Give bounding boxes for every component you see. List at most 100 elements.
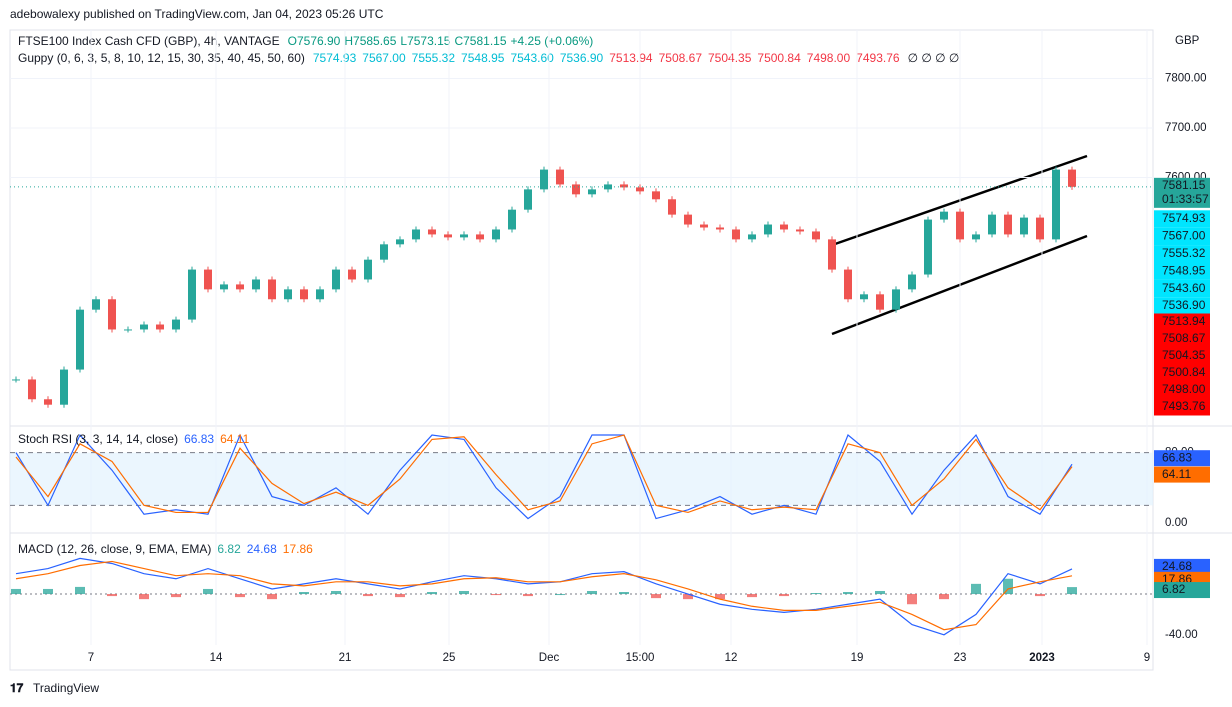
legend-value: 64.11 [220,432,249,446]
histogram-bar [587,590,597,595]
guppy-slow-badge-bg [1154,330,1210,348]
guppy-fast-badge: 7567.00 [1162,229,1206,243]
ohlc-open: O7576.90 [288,34,341,48]
series-badge-bg [1154,558,1210,575]
histogram-bar [491,594,501,596]
candle [476,234,484,240]
candle [236,284,244,290]
symbol-legend: FTSE100 Index Cash CFD (GBP), 4h, VANTAG… [18,34,593,48]
guppy-fast-value: 7548.95 [461,51,505,65]
candle [604,184,612,190]
histogram-bar [683,594,693,600]
candle [412,229,420,240]
candle [572,184,580,195]
legend-value: 17.86 [283,542,313,556]
guppy-fast-badge-bg [1154,297,1210,315]
candle [892,289,900,310]
ohlc-close: C7581.15 [454,34,506,48]
histogram-bar [875,590,885,595]
guppy-slow-badge: 7504.35 [1162,348,1206,362]
guppy-slow-badge-bg [1154,381,1210,399]
candle [204,269,212,290]
candle [764,224,772,235]
guppy-slow-badge: 7500.84 [1162,365,1206,379]
candle [252,279,260,290]
guppy-fast-badge: 7555.32 [1162,246,1206,260]
guppy-fast-badge: 7574.93 [1162,211,1206,225]
guppy-fast-value: 7567.00 [362,51,406,65]
guppy-fast-badge: 7548.95 [1162,263,1206,277]
logo-mark: 𝟏𝟕 [10,681,24,695]
guppy-fast-value: 7574.93 [313,51,357,65]
histogram-bar [427,592,437,595]
histogram-bar [75,586,85,595]
guppy-fast-badge: 7536.90 [1162,298,1206,312]
x-tick-label: 25 [443,652,456,664]
x-tick-label: 9 [1144,652,1150,664]
series-badge-bg [1154,466,1210,483]
y-tick-label: 0.00 [1165,517,1187,529]
candle [732,229,740,240]
candle [348,269,356,280]
candle [92,299,100,310]
candle [988,214,996,235]
histogram-badge-bg [1154,582,1210,599]
candle [460,234,468,238]
candle [812,231,820,240]
candle [1052,169,1060,240]
candle [172,319,180,330]
candle [796,229,804,232]
candle [780,224,788,230]
histogram-bar [939,594,949,600]
histogram-bar [715,594,725,600]
candle [300,289,308,300]
candle [188,269,196,320]
guppy-slow-badge: 7493.76 [1162,399,1206,413]
histogram-bar [523,594,533,597]
candle [1036,217,1044,240]
x-tick-label: Dec [539,652,560,664]
candle [684,214,692,225]
x-tick-label: 12 [725,652,738,664]
candle [540,169,548,190]
series-badge-bg [1154,450,1210,467]
candle [140,324,148,330]
candle [12,379,20,381]
pane-title: Stoch RSI (3, 3, 14, 14, close) [18,432,178,446]
candle [284,289,292,300]
guppy-slow-value: 7500.84 [757,51,801,65]
candle [908,274,916,290]
pane-legend: MACD (12, 26, close, 9, EMA, EMA) 6.82 24.… [18,542,313,556]
histogram-bar [11,588,21,595]
series-badge: 64.11 [1162,467,1191,481]
x-tick-label: 2023 [1029,652,1055,664]
legend-value: 66.83 [184,432,214,446]
guppy-fast-value: 7543.60 [510,51,554,65]
guppy-slow-badge-bg [1154,347,1210,365]
guppy-slow-badge-bg [1154,313,1210,331]
candle [716,227,724,230]
x-tick-label: 21 [339,652,352,664]
candle [1068,169,1076,187]
last-price: 7581.15 [1162,178,1206,192]
candle [492,229,500,240]
guppy-slow-value: 7504.35 [708,51,752,65]
candle [380,244,388,260]
indicator-line [15,560,1073,631]
candle [44,399,52,405]
symbol: FTSE100 Index Cash CFD (GBP), 4h, VANTAG… [18,34,280,48]
histogram-bar [395,594,405,598]
guppy-slow-badge: 7508.67 [1162,331,1206,345]
candle [60,369,68,405]
candle [652,191,660,200]
guppy-slow-value: 7498.00 [807,51,851,65]
band-fill [10,452,1153,506]
x-tick-label: 19 [851,652,864,664]
histogram-bar [267,594,277,600]
y-tick-label: 7800.00 [1165,73,1207,85]
candle [1020,217,1028,235]
histogram-bar [779,594,789,597]
guppy-fast-value: 7555.32 [412,51,456,65]
histogram-bar [459,590,469,595]
x-tick-label: 15:00 [626,652,655,664]
